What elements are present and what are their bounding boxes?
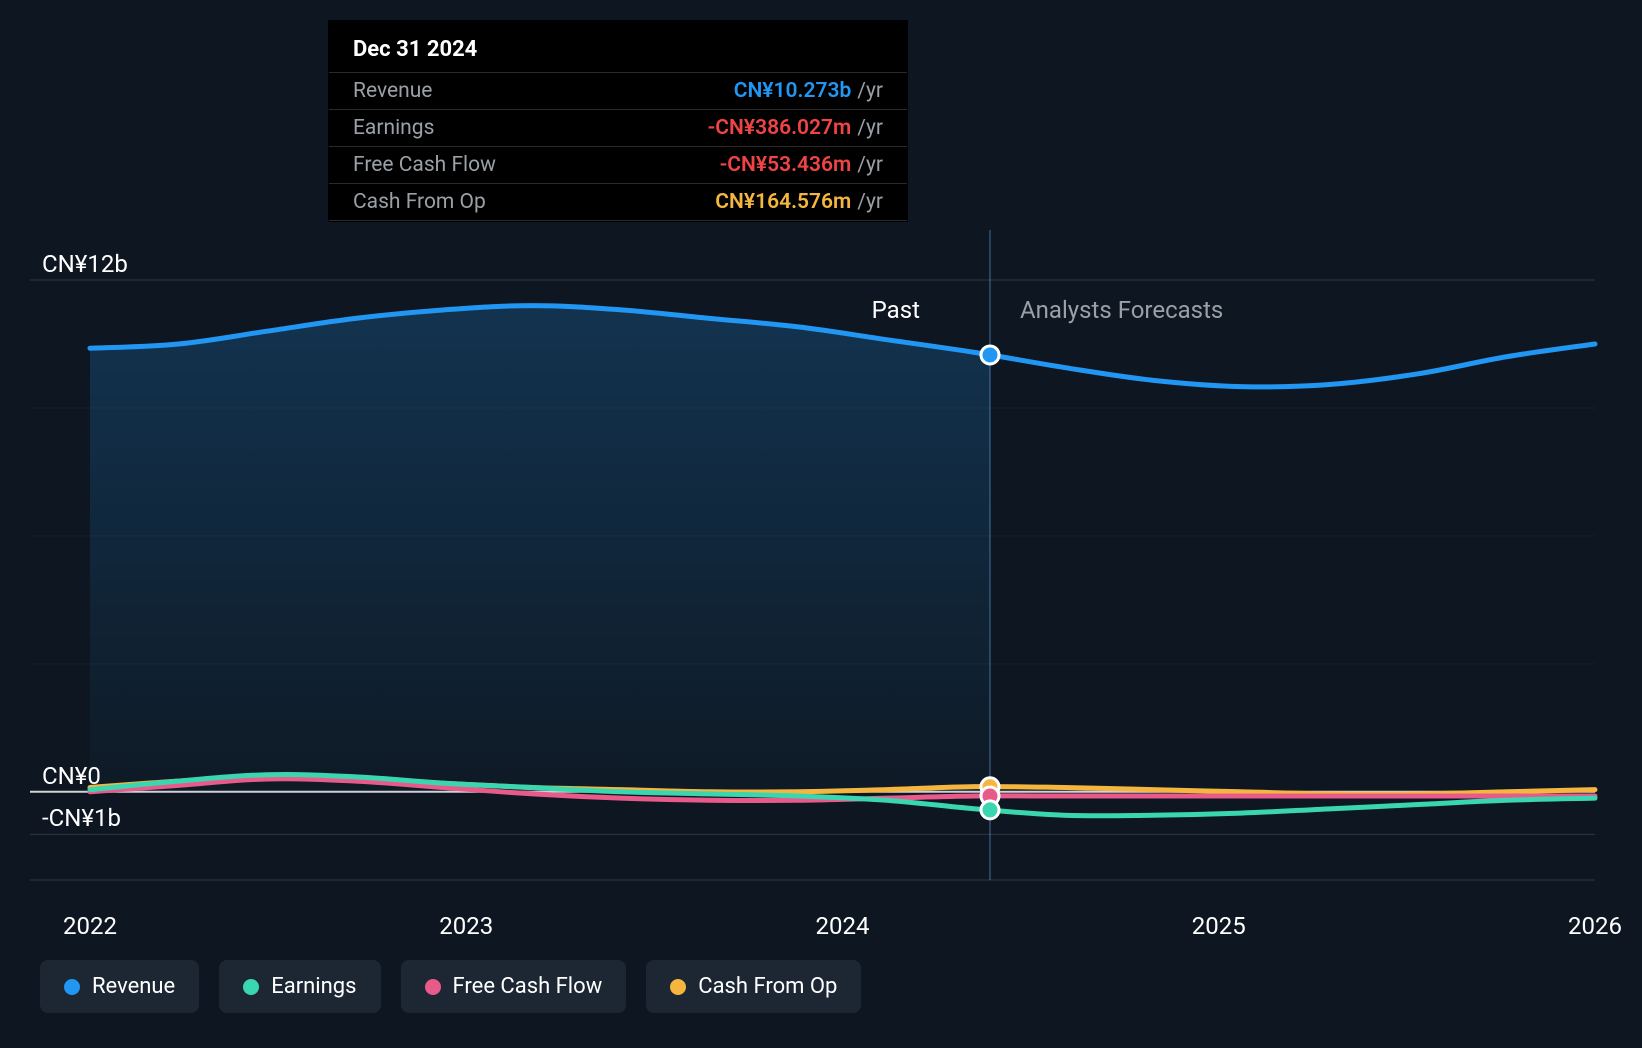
legend-item-revenue[interactable]: Revenue [40,960,199,1013]
tooltip-metric-label: Revenue [353,79,432,103]
tooltip-metric-value: -CN¥386.027m/yr [708,116,883,140]
y-axis-tick-label: CN¥0 [42,762,101,790]
x-axis-tick-label: 2023 [439,912,493,940]
x-axis-tick-label: 2025 [1192,912,1246,940]
legend-label: Revenue [92,974,175,999]
tooltip-metric-label: Free Cash Flow [353,153,496,177]
past-section-label: Past [872,296,920,324]
legend-dot-icon [425,979,441,995]
tooltip-date: Dec 31 2024 [329,37,907,72]
tooltip-metric-value: CN¥10.273b/yr [734,79,883,103]
y-axis-tick-label: -CN¥1b [42,804,121,832]
legend-item-earnings[interactable]: Earnings [219,960,380,1013]
x-axis-tick-label: 2024 [816,912,870,940]
legend-label: Free Cash Flow [453,974,603,999]
tooltip-metric-label: Earnings [353,116,434,140]
tooltip-row: Revenue CN¥10.273b/yr [329,72,907,109]
legend-dot-icon [64,979,80,995]
y-axis-tick-label: CN¥12b [42,250,128,278]
tooltip-row: Free Cash Flow -CN¥53.436m/yr [329,146,907,183]
legend-item-fcf[interactable]: Free Cash Flow [401,960,627,1013]
tooltip-row: Cash From Op CN¥164.576m/yr [329,183,907,221]
tooltip-metric-value: CN¥164.576m/yr [715,190,883,214]
tooltip-metric-value: -CN¥53.436m/yr [720,153,883,177]
tooltip-row: Earnings -CN¥386.027m/yr [329,109,907,146]
financials-chart: CN¥12b CN¥0 -CN¥1b 2022 2023 2024 2025 2026 Pa… [0,0,1642,1048]
legend-dot-icon [243,979,259,995]
legend-label: Cash From Op [698,974,837,999]
x-axis-tick-label: 2026 [1568,912,1622,940]
legend: Revenue Earnings Free Cash Flow Cash From O… [40,960,861,1013]
legend-dot-icon [670,979,686,995]
x-axis-tick-label: 2022 [63,912,117,940]
forecast-section-label: Analysts Forecasts [1020,296,1223,324]
tooltip-metric-label: Cash From Op [353,190,486,214]
legend-item-cfo[interactable]: Cash From Op [646,960,861,1013]
legend-label: Earnings [271,974,356,999]
data-tooltip: Dec 31 2024 Revenue CN¥10.273b/yr Earnings… [328,20,908,222]
